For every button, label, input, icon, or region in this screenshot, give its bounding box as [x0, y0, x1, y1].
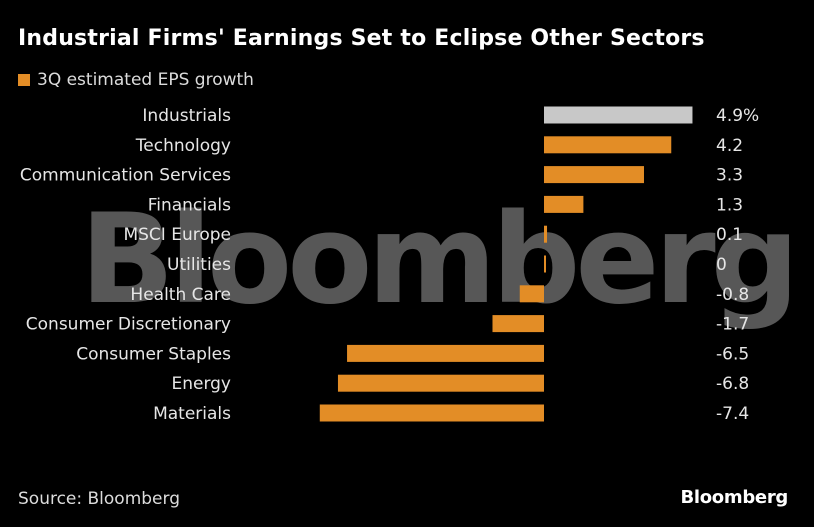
bar-consumer-discretionary: [492, 315, 544, 333]
value-label-consumer-discretionary: -1.7: [716, 315, 749, 335]
value-label-health-care: -0.8: [716, 285, 749, 305]
bar-financials: [544, 195, 584, 213]
category-label-financials: Financials: [148, 195, 231, 215]
legend-label: 3Q estimated EPS growth: [37, 70, 254, 90]
bar-energy: [337, 374, 544, 392]
value-label-materials: -7.4: [716, 404, 749, 424]
category-label-materials: Materials: [153, 404, 231, 424]
category-label-utilities: Utilities: [167, 255, 231, 275]
bar-communication-services: [544, 166, 644, 184]
value-label-energy: -6.8: [716, 374, 749, 394]
bar-consumer-staples: [347, 344, 544, 362]
bar-industrials: [544, 106, 693, 124]
bar-utilities: [544, 255, 546, 273]
value-label-technology: 4.2: [716, 136, 743, 156]
chart-title: Industrial Firms' Earnings Set to Eclips…: [18, 26, 705, 51]
category-label-health-care: Health Care: [130, 285, 231, 305]
category-label-communication-services: Communication Services: [20, 166, 231, 186]
category-label-energy: Energy: [171, 374, 231, 394]
category-label-industrials: Industrials: [142, 106, 231, 126]
value-label-communication-services: 3.3: [716, 166, 743, 186]
source-note: Source: Bloomberg: [18, 489, 180, 509]
category-label-consumer-staples: Consumer Staples: [76, 344, 231, 364]
value-label-msci-europe: 0.1: [716, 225, 743, 245]
category-label-technology: Technology: [135, 136, 231, 156]
bar-health-care: [519, 285, 544, 303]
category-label-msci-europe: MSCI Europe: [123, 225, 231, 245]
bar-technology: [544, 136, 672, 154]
value-label-consumer-staples: -6.5: [716, 344, 749, 364]
bar-msci-europe: [544, 225, 548, 243]
legend: 3Q estimated EPS growth: [18, 70, 254, 90]
value-label-industrials: 4.9%: [716, 106, 759, 126]
legend-swatch: [18, 74, 30, 86]
value-label-financials: 1.3: [716, 195, 743, 215]
category-label-consumer-discretionary: Consumer Discretionary: [26, 315, 231, 335]
bloomberg-logo: Bloomberg: [680, 487, 788, 508]
value-label-utilities: 0: [716, 255, 727, 275]
bar-materials: [319, 404, 544, 422]
